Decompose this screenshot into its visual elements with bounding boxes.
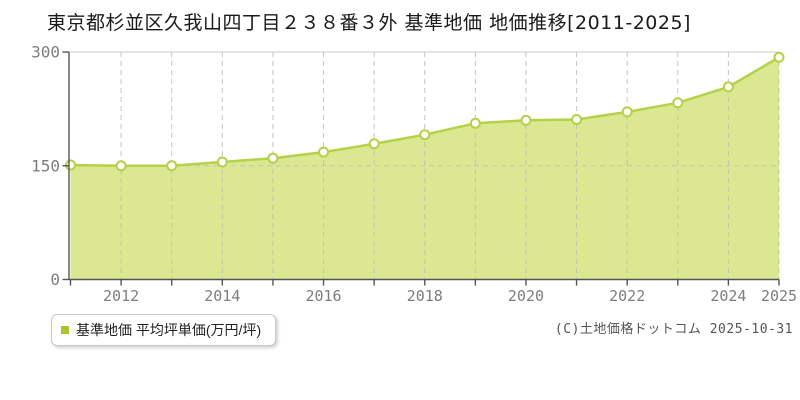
data-point-2024 [722, 81, 734, 93]
data-point-2013 [166, 160, 178, 172]
legend-box: 基準地価 平均坪単価(万円/坪) [51, 314, 277, 346]
data-point-2023 [672, 97, 684, 109]
legend-bullet-icon [61, 326, 69, 334]
data-point-2017 [368, 138, 380, 150]
data-point-2012 [115, 160, 127, 172]
y-tick-label-150: 150 [31, 156, 60, 175]
data-point-2014 [216, 156, 228, 168]
data-point-2025 [773, 51, 785, 63]
data-point-2020 [520, 114, 532, 126]
data-point-2021 [571, 114, 583, 125]
data-point-2015 [267, 152, 279, 164]
data-point-2022 [621, 106, 633, 118]
x-tick-label-2012: 2012 [103, 287, 139, 305]
y-tick-label-0: 0 [50, 270, 60, 289]
x-tick-label-2016: 2016 [305, 287, 341, 305]
x-tick-label-2022: 2022 [609, 287, 645, 305]
data-point-2016 [318, 146, 330, 158]
x-tick-label-2020: 2020 [508, 287, 544, 305]
y-tick-label-300: 300 [31, 43, 60, 62]
copyright-text: (C)土地価格ドットコム 2025-10-31 [554, 322, 793, 337]
legend-label: 基準地価 平均坪単価(万円/坪) [76, 322, 262, 338]
x-tick-label-2018: 2018 [407, 287, 443, 305]
x-tick-label-2024: 2024 [710, 287, 746, 305]
x-tick-label-2014: 2014 [204, 287, 240, 305]
area-fill [70, 57, 779, 280]
data-point-2019 [469, 117, 481, 129]
x-tick-label-2025: 2025 [761, 287, 797, 305]
data-point-2018 [419, 129, 431, 141]
page-title: 東京都杉並区久我山四丁目２３８番３外 基準地価 地価推移[2011-2025] [47, 12, 691, 34]
data-point-2011 [65, 159, 76, 171]
